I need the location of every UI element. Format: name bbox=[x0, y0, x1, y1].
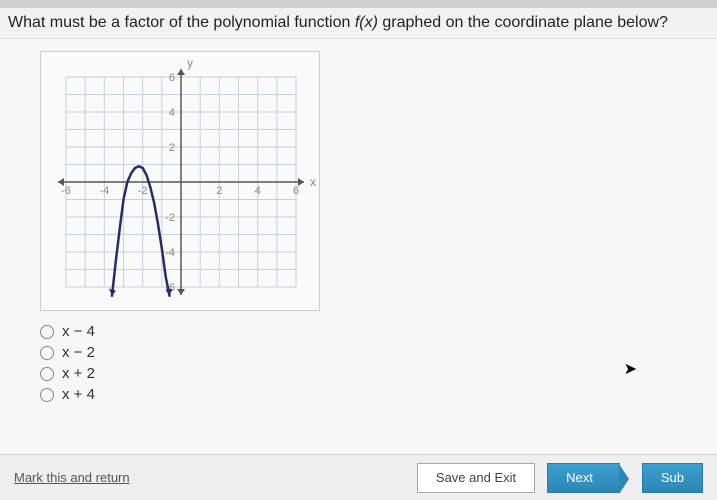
svg-text:-2: -2 bbox=[138, 185, 148, 197]
option-4[interactable]: x + 4 bbox=[40, 386, 699, 403]
option-label: x − 2 bbox=[62, 344, 95, 361]
svg-text:-4: -4 bbox=[99, 185, 109, 197]
answer-options: x − 4 x − 2 x + 2 x + 4 bbox=[40, 323, 699, 403]
coordinate-graph: -6-4-2246-6-4-2246xy bbox=[40, 51, 320, 311]
option-label: x + 2 bbox=[62, 365, 95, 382]
option-2[interactable]: x − 2 bbox=[40, 344, 699, 361]
footer-bar: Mark this and return Save and Exit Next … bbox=[0, 454, 717, 500]
svg-text:y: y bbox=[187, 56, 193, 70]
option-1[interactable]: x − 4 bbox=[40, 323, 699, 340]
submit-button[interactable]: Sub bbox=[642, 463, 703, 493]
next-button[interactable]: Next bbox=[547, 463, 620, 493]
option-label: x + 4 bbox=[62, 386, 95, 403]
option-3[interactable]: x + 2 bbox=[40, 365, 699, 382]
mark-return-link[interactable]: Mark this and return bbox=[14, 470, 130, 485]
svg-text:x: x bbox=[310, 175, 316, 189]
cursor-icon: ➤ bbox=[624, 359, 637, 379]
option-label: x − 4 bbox=[62, 323, 95, 340]
save-exit-button[interactable]: Save and Exit bbox=[417, 463, 535, 493]
svg-text:2: 2 bbox=[169, 142, 175, 154]
radio-icon bbox=[40, 346, 54, 360]
question-text: What must be a factor of the polynomial … bbox=[0, 8, 717, 39]
question-fn: f(x) bbox=[355, 14, 378, 31]
svg-text:2: 2 bbox=[216, 185, 222, 197]
question-suffix: graphed on the coordinate plane below? bbox=[378, 14, 668, 31]
svg-text:6: 6 bbox=[169, 72, 175, 84]
svg-text:4: 4 bbox=[169, 107, 175, 119]
radio-icon bbox=[40, 325, 54, 339]
svg-text:6: 6 bbox=[293, 185, 299, 197]
svg-text:-4: -4 bbox=[165, 247, 175, 259]
svg-text:4: 4 bbox=[255, 185, 261, 197]
radio-icon bbox=[40, 388, 54, 402]
svg-text:-6: -6 bbox=[61, 185, 71, 197]
radio-icon bbox=[40, 367, 54, 381]
svg-text:-2: -2 bbox=[165, 212, 175, 224]
question-prefix: What must be a factor of the polynomial … bbox=[8, 14, 355, 31]
